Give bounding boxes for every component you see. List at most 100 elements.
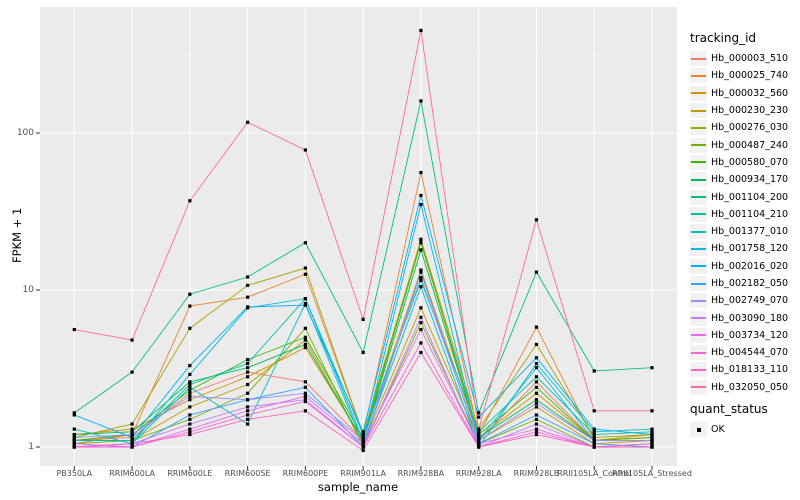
data-point	[419, 202, 423, 207]
data-point	[188, 388, 192, 392]
x-tick-label: RRIM901LA	[340, 469, 387, 478]
data-point	[419, 341, 423, 345]
legend-item-label: Hb_000580_070	[711, 156, 789, 168]
legend-item-label: Hb_000934_170	[711, 174, 789, 186]
legend-item-label: Hb_003734_120	[711, 329, 789, 341]
legend-item-Hb_001104_200: Hb_001104_200	[690, 188, 788, 205]
data-point	[650, 438, 654, 443]
data-point	[477, 411, 481, 415]
legend-item-Hb_000025_740: Hb_000025_740	[690, 67, 788, 84]
data-point	[72, 327, 76, 332]
legend-item-Hb_000934_170: Hb_000934_170	[690, 171, 788, 188]
legend-item-Hb_000580_070: Hb_000580_070	[690, 154, 788, 171]
quant-status-legend-items: OK	[690, 421, 725, 438]
legend-item-label: Hb_001377_010	[711, 226, 789, 238]
legend-item-label: Hb_018133_110	[711, 364, 789, 376]
data-point	[477, 432, 481, 437]
data-point	[246, 120, 250, 124]
data-point	[534, 432, 539, 437]
legend-key	[690, 379, 707, 395]
data-point	[592, 442, 596, 446]
data-point	[534, 361, 539, 366]
legend-key-line-icon	[691, 161, 706, 164]
data-point	[303, 380, 307, 384]
x-tick-label: RRIM928LB	[513, 469, 560, 478]
data-point	[188, 363, 192, 368]
x-tick-label: RRIM600LA	[109, 469, 155, 478]
data-point	[419, 275, 423, 280]
data-point	[72, 413, 76, 417]
legend-key	[690, 345, 707, 361]
legend-item-label: Hb_003090_180	[711, 312, 789, 324]
legend-item-label: Hb_002016_020	[711, 260, 789, 272]
data-point	[188, 394, 192, 399]
data-point	[188, 199, 192, 203]
legend-key-line-icon	[691, 144, 706, 147]
data-point	[477, 415, 481, 419]
data-point	[650, 427, 654, 431]
legend-title-quant-status: quant_status	[690, 402, 768, 416]
data-point	[419, 99, 423, 103]
x-tick-label: RRIM600LE	[167, 469, 213, 478]
data-point	[361, 448, 365, 453]
tracking-id-legend-items: Hb_000003_510 Hb_000025_740 Hb_000032_560 H…	[690, 50, 788, 396]
data-point	[534, 325, 539, 329]
data-point	[130, 370, 134, 374]
legend-item-Hb_000230_230: Hb_000230_230	[690, 102, 788, 119]
legend-item-Hb_002016_020: Hb_002016_020	[690, 258, 788, 275]
data-point	[246, 305, 250, 309]
data-point	[534, 366, 539, 370]
data-point	[130, 432, 134, 437]
data-point	[303, 391, 307, 395]
data-point	[72, 438, 76, 443]
legend-item-Hb_018133_110: Hb_018133_110	[690, 361, 788, 378]
legend-key-line-icon	[691, 213, 706, 216]
data-point	[650, 432, 654, 437]
x-tick-label: RRIM600PE	[282, 469, 329, 478]
legend-key-line-icon	[691, 74, 706, 77]
data-point	[534, 398, 539, 402]
data-point	[188, 413, 192, 417]
legend-key	[690, 258, 707, 274]
data-point	[419, 320, 423, 325]
legend-item-Hb_000032_560: Hb_000032_560	[690, 85, 788, 102]
data-point	[419, 193, 423, 198]
data-point	[72, 432, 76, 437]
data-point	[246, 405, 250, 409]
x-tick-label: PB350LA	[56, 469, 93, 478]
data-point	[303, 345, 307, 350]
data-point	[534, 405, 539, 409]
legend-key	[690, 85, 707, 101]
legend-item-label: Hb_000003_510	[711, 53, 789, 65]
data-point	[534, 430, 539, 434]
data-point	[419, 268, 423, 272]
data-point	[303, 335, 307, 339]
legend-key	[690, 154, 707, 170]
x-tick-label: RRIM928BA	[397, 469, 445, 478]
legend-item-Hb_000487_240: Hb_000487_240	[690, 136, 788, 153]
legend-key-line-icon	[691, 317, 706, 320]
legend-item-label: Hb_000276_030	[711, 122, 789, 134]
legend-item-label: OK	[711, 424, 725, 436]
data-point	[303, 266, 307, 270]
data-point	[650, 445, 654, 449]
data-point	[534, 422, 539, 426]
legend-key	[690, 137, 707, 153]
legend-key-line-icon	[691, 92, 706, 95]
data-point	[188, 398, 192, 402]
data-point	[246, 370, 250, 374]
y-tick-label: 10	[22, 285, 34, 295]
y-tick-label: 100	[16, 128, 34, 138]
data-point	[303, 338, 307, 342]
legend-item-Hb_001104_210: Hb_001104_210	[690, 206, 788, 223]
legend-key-line-icon	[691, 351, 706, 354]
data-point	[130, 438, 134, 443]
x-tick-label: RRII105LA_Control	[557, 469, 632, 478]
data-point	[361, 317, 365, 321]
legend-item-Hb_001377_010: Hb_001377_010	[690, 223, 788, 240]
data-point	[303, 301, 307, 306]
data-point	[361, 442, 365, 446]
data-point	[534, 380, 539, 384]
data-point	[303, 297, 307, 301]
